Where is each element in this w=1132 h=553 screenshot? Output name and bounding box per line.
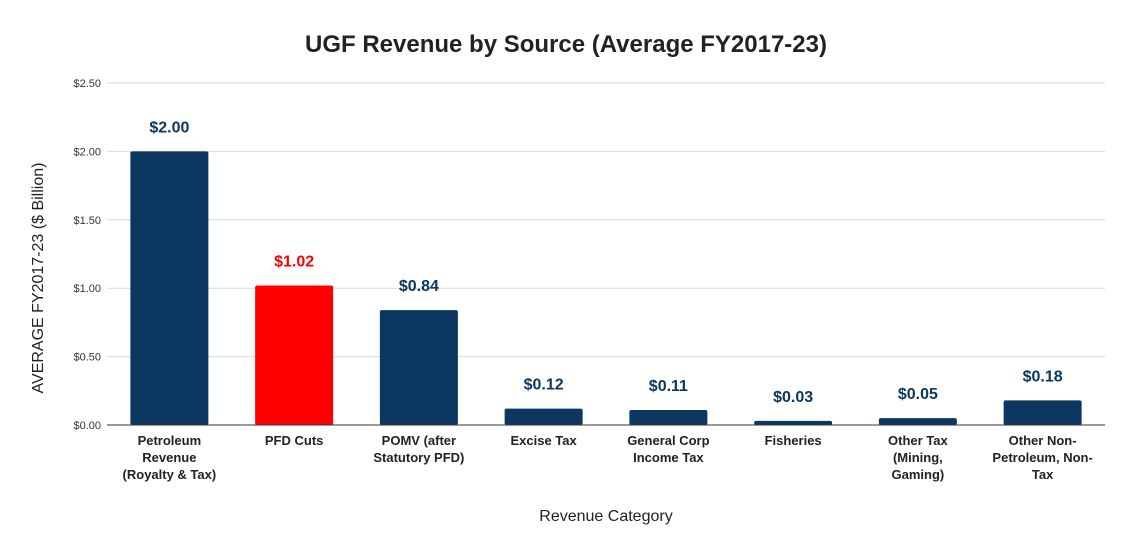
x-tick-label: General Corp Income Tax <box>627 433 709 465</box>
data-label: $0.11 <box>649 378 688 395</box>
data-label: $0.18 <box>1023 368 1063 385</box>
bar <box>629 409 708 425</box>
x-tick-label-line: Gaming) <box>892 467 945 482</box>
x-tick-label-line: General Corp <box>627 433 709 448</box>
data-label: $0.12 <box>524 377 564 394</box>
bar <box>878 418 957 425</box>
x-tick-label: Fisheries <box>765 433 822 448</box>
x-tick-label-line: Petroleum, Non- <box>992 450 1092 465</box>
data-label: $0.05 <box>898 386 938 403</box>
x-tick-label: Other Non- Petroleum, Non- Tax <box>992 433 1092 482</box>
data-label: $0.84 <box>399 278 439 295</box>
data-labels: $2.00 $1.02 $0.84 $0.12 $0.11 $0.03 $0.05 $0.18 <box>149 119 1062 405</box>
data-label: $0.03 <box>773 389 813 406</box>
x-tick-label-line: Statutory PFD) <box>373 450 464 465</box>
y-tick-label: $2.50 <box>73 78 101 90</box>
bars <box>130 151 1082 425</box>
y-tick-label: $1.00 <box>73 283 101 295</box>
x-tick-label-line: Other Tax <box>888 433 948 448</box>
x-tick-label-line: Excise Tax <box>510 433 577 448</box>
x-tick-label-line: Other Non- <box>1009 433 1077 448</box>
x-axis-categories: Petroleum Revenue (Royalty & Tax) PFD Cuts P… <box>123 433 1093 482</box>
data-label: $1.02 <box>274 253 314 270</box>
x-tick-label-line: Revenue <box>142 450 196 465</box>
y-axis-ticks: $0.00 $0.50 $1.00 $1.50 $2.00 $2.50 <box>73 78 101 432</box>
data-label: $2.00 <box>149 119 189 136</box>
y-tick-label: $1.50 <box>73 215 101 227</box>
y-tick-label: $0.50 <box>73 352 101 364</box>
x-tick-label: Excise Tax <box>510 433 577 448</box>
bar <box>754 420 833 425</box>
bar <box>504 408 583 425</box>
x-tick-label-line: (Royalty & Tax) <box>123 467 217 482</box>
y-tick-label: $2.00 <box>73 146 101 158</box>
y-tick-label: $0.00 <box>73 420 101 432</box>
x-tick-label-line: Income Tax <box>633 450 704 465</box>
x-tick-label-line: Fisheries <box>765 433 822 448</box>
y-axis-title: AVERAGE FY2017-23 ($ Billion) <box>30 163 47 394</box>
x-tick-label-line: Petroleum <box>138 433 202 448</box>
bar <box>1003 400 1082 425</box>
x-axis-title: Revenue Category <box>539 508 672 525</box>
bar <box>255 285 334 425</box>
bar <box>379 310 458 425</box>
bar <box>130 151 209 425</box>
x-tick-label: Petroleum Revenue (Royalty & Tax) <box>123 433 217 482</box>
x-tick-label: PFD Cuts <box>265 433 324 448</box>
x-tick-label: Other Tax (Mining, Gaming) <box>888 433 948 482</box>
x-tick-label-line: PFD Cuts <box>265 433 324 448</box>
x-tick-label: POMV (after Statutory PFD) <box>373 433 464 465</box>
chart-title: UGF Revenue by Source (Average FY2017-23… <box>305 31 827 58</box>
x-tick-label-line: Tax <box>1032 467 1054 482</box>
x-tick-label-line: POMV (after <box>382 433 456 448</box>
x-tick-label-line: (Mining, <box>893 450 943 465</box>
